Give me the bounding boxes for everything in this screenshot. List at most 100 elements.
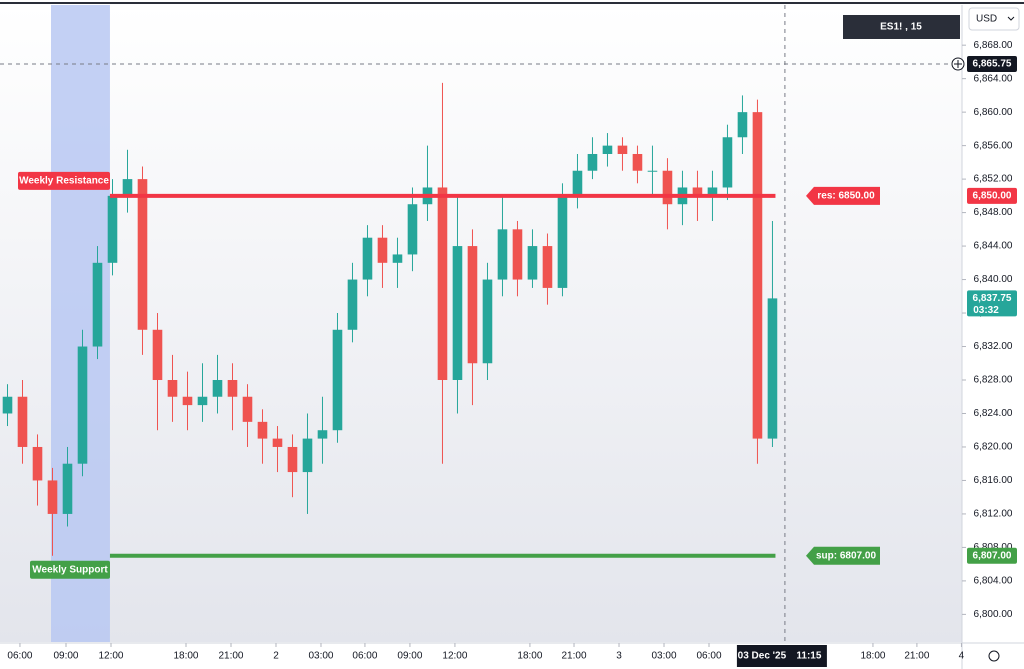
- candle-body: [452, 246, 463, 381]
- level-price-bg: [967, 547, 1017, 564]
- y-tick-label: 6,832.00: [974, 341, 1013, 352]
- candle-body: [212, 380, 223, 397]
- candle-body: [302, 438, 313, 473]
- currency-box[interactable]: [968, 7, 1020, 31]
- crosshair-date: 03 Dec '25: [738, 651, 787, 662]
- candle-body: [632, 153, 643, 171]
- x-tick-label: 18:00: [860, 651, 885, 662]
- y-tick-label: 6,868.00: [974, 40, 1013, 51]
- x-tick-label: 21:00: [904, 651, 929, 662]
- y-tick-label: 6,828.00: [974, 375, 1013, 386]
- symbol-bg: [843, 15, 960, 39]
- candle-body: [32, 446, 43, 481]
- candle-body: [722, 137, 733, 188]
- dropdown-icon[interactable]: [1007, 16, 1015, 21]
- y-tick-label: 6,856.00: [974, 140, 1013, 151]
- crosshair-time: 11:15: [796, 651, 821, 662]
- candle-body: [2, 396, 13, 414]
- candle-body: [617, 145, 628, 154]
- y-tick-label: 6,852.00: [974, 174, 1013, 185]
- crosshair-date-bg: [736, 645, 827, 667]
- candle-body: [752, 112, 763, 439]
- level-name: Weekly Resistance: [19, 175, 109, 186]
- candle-body: [167, 380, 178, 397]
- x-tick-label: 4: [959, 651, 965, 662]
- candle-body: [332, 329, 343, 431]
- x-tick-label: 09:00: [53, 651, 78, 662]
- currency-select[interactable]: USD: [968, 7, 1020, 31]
- level-tag-bg: [806, 186, 880, 205]
- y-tick-label: 6,864.00: [974, 73, 1013, 84]
- layer: 6,868.00 6,864.00 6,860.00 6,856.00 6,852.00…: [0, 5, 1017, 667]
- x-tick-label: 06:00: [352, 651, 377, 662]
- y-tick-label: 6,820.00: [974, 442, 1013, 453]
- candle-body: [317, 430, 328, 439]
- candle-body: [272, 438, 283, 447]
- x-tick-label: 09:00: [397, 651, 422, 662]
- level-tag-bg: [806, 546, 880, 565]
- currency[interactable]: USD: [976, 14, 997, 25]
- candle-body: [77, 346, 88, 464]
- x-tick-label: 18:00: [173, 651, 198, 662]
- candle-body: [152, 329, 163, 381]
- candle-body: [47, 480, 58, 514]
- candle-body: [482, 279, 493, 364]
- candle-body: [137, 179, 148, 330]
- level-tag: sup: 6807.00: [816, 550, 876, 561]
- candle-body: [707, 187, 718, 196]
- candle-body: [347, 279, 358, 330]
- y-tick-label: 6,844.00: [974, 241, 1013, 252]
- countdown: 03:32: [973, 305, 999, 316]
- symbol-box: ES1! , 15: [843, 15, 960, 39]
- candle-body: [242, 396, 253, 422]
- y-tick-label: 6,860.00: [974, 107, 1013, 118]
- candle-body: [197, 396, 208, 406]
- level-tag: res: 6850.00: [817, 190, 875, 201]
- candle-body: [467, 246, 478, 364]
- candle-body: [287, 446, 298, 473]
- x-tick-label: 03:00: [651, 651, 676, 662]
- level-name: Weekly Support: [32, 564, 108, 575]
- candle-body: [737, 112, 748, 138]
- candle-body: [92, 262, 103, 347]
- candle-body: [17, 396, 28, 447]
- last-price-bg: [967, 290, 1017, 317]
- candle-body: [257, 421, 268, 439]
- y-tick-label: 6,840.00: [974, 274, 1013, 285]
- level-price: 6,850.00: [973, 190, 1012, 201]
- x-tick-label: 06:00: [7, 651, 32, 662]
- candle-body: [62, 463, 73, 514]
- y-tick-label: 6,812.00: [974, 509, 1013, 520]
- gear[interactable]: [988, 650, 1000, 662]
- symbol: ES1! , 15: [880, 22, 922, 33]
- last-price: 6,837.75: [973, 293, 1012, 304]
- candle-body: [647, 170, 658, 172]
- candle-body: [587, 153, 598, 171]
- candle-body: [182, 396, 193, 406]
- x-tick-label: 21:00: [218, 651, 243, 662]
- candle-body: [512, 229, 523, 280]
- y-tick-label: 6,808.00: [974, 542, 1013, 553]
- crosshair-price: 6,865.75: [973, 59, 1012, 70]
- x-tick-label: 03:00: [308, 651, 333, 662]
- candle-body: [107, 195, 118, 263]
- x-tick-label: 12:00: [442, 651, 467, 662]
- candle-body: [122, 179, 133, 196]
- candle-body: [362, 237, 373, 280]
- candle-body: [767, 298, 778, 439]
- x-tick-label: 21:00: [562, 651, 587, 662]
- crosshair-plus-sign: [954, 60, 962, 69]
- candle-body: [227, 380, 238, 397]
- y-tick-label: 6,848.00: [974, 207, 1013, 218]
- x-tick-label: 06:00: [696, 651, 721, 662]
- candle-body: [572, 170, 583, 196]
- y-tick-label: 6,800.00: [974, 609, 1013, 620]
- x-tick-label: 3: [616, 651, 622, 662]
- settings-icon[interactable]: [988, 650, 1000, 662]
- candle-body: [692, 187, 703, 196]
- plot-area: [0, 5, 962, 642]
- level-price: 6,807.00: [973, 550, 1012, 561]
- level-name-bg: [30, 560, 110, 579]
